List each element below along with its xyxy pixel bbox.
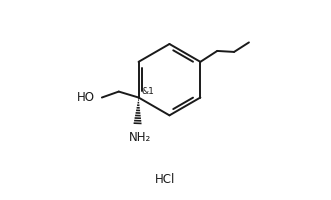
Text: &1: &1 (141, 86, 154, 95)
Text: NH₂: NH₂ (128, 131, 151, 144)
Text: HO: HO (77, 91, 95, 104)
Text: HCl: HCl (155, 172, 176, 185)
